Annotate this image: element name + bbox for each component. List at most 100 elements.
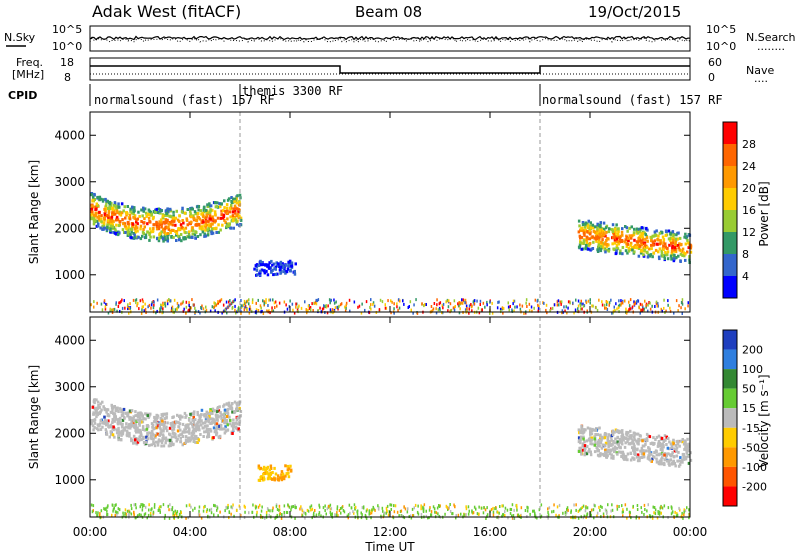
ground-scatter-cell	[622, 510, 624, 514]
ground-scatter-cell	[590, 513, 592, 517]
data-cell	[127, 426, 130, 430]
data-cell	[189, 412, 192, 416]
ground-scatter-cell	[104, 508, 106, 511]
data-cell	[137, 210, 140, 214]
ground-scatter-cell	[103, 507, 105, 511]
ground-scatter-cell	[257, 505, 260, 509]
data-cell	[601, 443, 604, 447]
ground-scatter-cell	[436, 303, 438, 307]
data-cell	[130, 236, 133, 240]
data-cell	[156, 414, 160, 418]
xtick-label: 00:00	[673, 525, 708, 539]
data-cell	[171, 428, 174, 432]
data-cell	[218, 405, 221, 409]
ground-scatter-cell	[675, 514, 678, 518]
data-cell	[144, 417, 147, 421]
data-cell	[621, 433, 625, 437]
data-cell	[657, 250, 660, 254]
data-cell	[659, 452, 662, 456]
data-cell	[93, 198, 96, 201]
data-cell	[113, 227, 117, 231]
data-cell	[666, 250, 670, 254]
ground-scatter-cell	[596, 308, 599, 312]
data-cell	[184, 226, 188, 230]
data-cell	[161, 436, 164, 440]
ground-scatter-cell	[246, 299, 249, 303]
ground-scatter-cell	[321, 307, 324, 311]
data-cell	[121, 432, 125, 436]
data-cell	[654, 438, 657, 441]
data-cell	[272, 262, 276, 266]
data-cell	[633, 444, 636, 448]
data-cell	[149, 227, 152, 231]
data-cell	[293, 269, 296, 273]
data-cell	[121, 422, 124, 426]
data-cell	[220, 209, 223, 213]
ground-scatter-cell	[667, 299, 669, 303]
ground-scatter-cell	[636, 300, 638, 304]
ground-scatter-cell	[520, 506, 523, 510]
data-cell	[192, 216, 195, 220]
ground-scatter-cell	[190, 505, 192, 509]
data-cell	[209, 204, 213, 208]
data-cell	[651, 457, 654, 461]
data-cell	[228, 422, 232, 426]
ground-scatter-cell	[507, 516, 509, 520]
ground-scatter-cell	[665, 309, 667, 313]
ground-scatter-cell	[252, 503, 254, 507]
data-cell	[669, 254, 673, 258]
data-cell	[119, 422, 123, 426]
data-cell	[678, 248, 681, 252]
ground-scatter-cell	[209, 309, 212, 313]
ground-scatter-cell	[624, 503, 627, 507]
data-cell	[173, 425, 176, 428]
data-cell	[223, 408, 227, 412]
data-cell	[96, 406, 100, 410]
ground-scatter-cell	[192, 508, 194, 512]
cpid-segment-2: themis 3300 RF	[242, 84, 343, 98]
data-cell	[259, 476, 262, 479]
data-cell	[612, 232, 616, 236]
data-cell	[652, 436, 655, 440]
data-cell	[617, 442, 621, 446]
data-cell	[627, 237, 630, 240]
data-cell	[96, 224, 100, 228]
ground-scatter-cell	[481, 308, 483, 312]
data-cell	[194, 230, 197, 234]
data-cell	[92, 412, 95, 416]
data-cell	[586, 224, 589, 228]
ground-scatter-cell	[185, 504, 188, 508]
ground-scatter-cell	[141, 305, 143, 309]
data-cell	[197, 419, 201, 422]
data-cell	[110, 425, 113, 429]
data-cell	[169, 444, 172, 448]
nsearch-legend: ........	[757, 40, 785, 53]
data-cell	[235, 406, 238, 410]
data-cell	[232, 197, 235, 201]
data-cell	[160, 422, 163, 426]
data-cell	[224, 221, 227, 225]
ground-scatter-cell	[370, 516, 372, 520]
data-cell	[606, 242, 609, 246]
ground-scatter-cell	[429, 506, 431, 510]
data-cell	[589, 224, 593, 228]
ground-scatter-cell	[398, 306, 401, 310]
data-cell	[129, 233, 132, 237]
ground-scatter-cell	[629, 511, 631, 515]
data-cell	[614, 437, 617, 441]
ground-scatter-cell	[307, 308, 309, 312]
ground-scatter-cell	[528, 302, 531, 306]
ground-scatter-cell	[304, 300, 306, 304]
ground-scatter-cell	[498, 511, 500, 515]
ground-scatter-cell	[290, 505, 293, 509]
data-cell	[204, 415, 208, 419]
data-cell	[617, 229, 620, 233]
data-cell	[149, 412, 152, 416]
data-cell	[153, 415, 156, 419]
data-cell	[166, 232, 169, 235]
data-cell	[146, 212, 150, 216]
data-cell	[604, 453, 608, 457]
data-cell	[103, 213, 107, 216]
data-cell	[616, 227, 620, 231]
data-cell	[173, 422, 177, 426]
